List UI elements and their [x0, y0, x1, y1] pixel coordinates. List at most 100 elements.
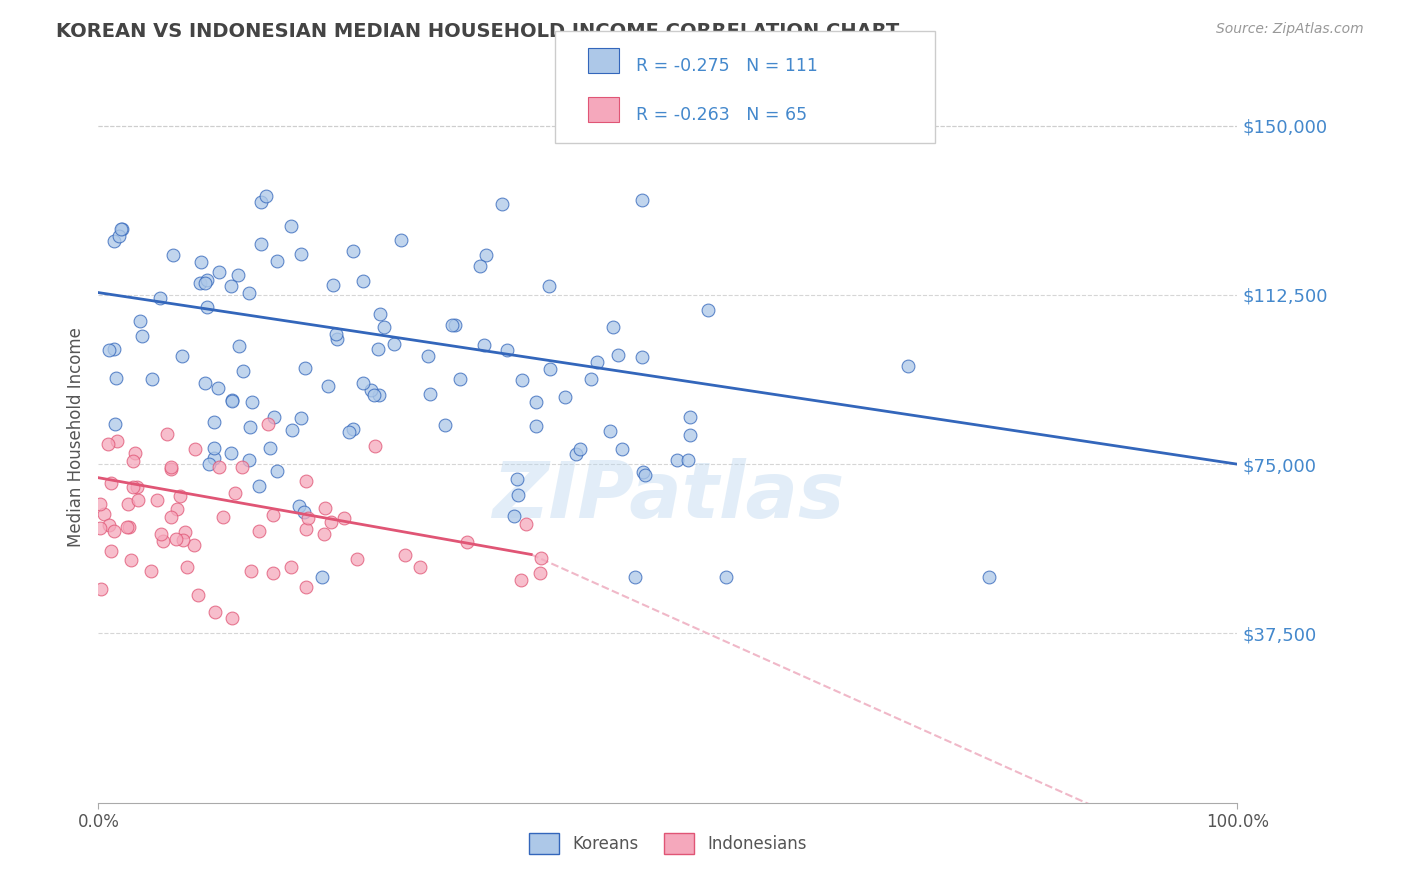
Point: [263, 409, 285, 424]
Point: [169, 489, 191, 503]
Point: [240, 564, 263, 578]
Point: [127, 492, 149, 507]
Point: [538, 362, 561, 376]
Point: [456, 535, 478, 549]
Point: [295, 580, 318, 594]
Point: [977, 570, 1000, 584]
Point: [211, 510, 233, 524]
Point: [93, 507, 115, 521]
Point: [897, 359, 920, 374]
Point: [103, 343, 125, 357]
Point: [238, 285, 260, 300]
Point: [183, 442, 205, 456]
Point: [129, 314, 152, 328]
Point: [530, 550, 553, 565]
Point: [634, 467, 657, 482]
Point: [295, 523, 318, 537]
Point: [370, 308, 392, 322]
Point: [160, 510, 183, 524]
Point: [228, 339, 250, 353]
Point: [170, 349, 193, 363]
Point: [319, 516, 342, 530]
Point: [188, 276, 211, 290]
Point: [342, 422, 364, 436]
Point: [110, 221, 132, 235]
Point: [103, 524, 125, 539]
Point: [554, 390, 576, 404]
Point: [139, 565, 162, 579]
Point: [219, 279, 242, 293]
Point: [524, 395, 547, 409]
Point: [98, 343, 121, 357]
Point: [266, 464, 288, 478]
Point: [509, 574, 531, 588]
Point: [665, 453, 688, 467]
Point: [565, 447, 588, 461]
Point: [202, 442, 225, 456]
Point: [100, 475, 122, 490]
Point: [418, 349, 440, 363]
Point: [524, 418, 547, 433]
Point: [363, 388, 385, 402]
Point: [115, 520, 138, 534]
Point: [515, 517, 537, 532]
Point: [195, 301, 218, 315]
Point: [288, 499, 311, 513]
Point: [117, 497, 139, 511]
Point: [679, 428, 702, 442]
Point: [316, 378, 339, 392]
Point: [162, 248, 184, 262]
Point: [122, 480, 145, 494]
Point: [579, 372, 602, 386]
Point: [506, 472, 529, 486]
Point: [475, 248, 498, 262]
Point: [202, 450, 225, 465]
Point: [280, 560, 302, 574]
Point: [149, 291, 172, 305]
Point: [172, 533, 194, 548]
Point: [360, 384, 382, 398]
Point: [183, 538, 205, 552]
Point: [333, 511, 356, 525]
Point: [111, 222, 134, 236]
Point: [232, 363, 254, 377]
Point: [165, 532, 187, 546]
Point: [208, 265, 231, 279]
Point: [125, 481, 148, 495]
Point: [294, 361, 316, 376]
Point: [156, 427, 179, 442]
Point: [314, 500, 336, 515]
Point: [716, 570, 738, 584]
Point: [373, 319, 395, 334]
Point: [190, 254, 212, 268]
Point: [131, 329, 153, 343]
Point: [599, 424, 621, 438]
Point: [281, 423, 304, 437]
Point: [364, 439, 387, 453]
Point: [297, 511, 319, 525]
Point: [247, 524, 270, 538]
Point: [394, 548, 416, 562]
Point: [224, 485, 246, 500]
Point: [529, 566, 551, 581]
Point: [441, 318, 464, 333]
Point: [367, 342, 389, 356]
Point: [389, 233, 412, 247]
Point: [326, 332, 349, 346]
Point: [145, 493, 167, 508]
Point: [187, 588, 209, 602]
Point: [89, 497, 111, 511]
Point: [257, 417, 280, 432]
Point: [239, 420, 262, 434]
Point: [259, 441, 281, 455]
Point: [586, 355, 609, 369]
Point: [607, 349, 630, 363]
Point: [312, 527, 335, 541]
Point: [160, 460, 183, 475]
Text: R = -0.263   N = 65: R = -0.263 N = 65: [636, 106, 807, 124]
Legend: Koreans, Indonesians: Koreans, Indonesians: [523, 827, 813, 860]
Point: [346, 552, 368, 566]
Point: [280, 219, 302, 233]
Point: [538, 279, 561, 293]
Point: [118, 519, 141, 533]
